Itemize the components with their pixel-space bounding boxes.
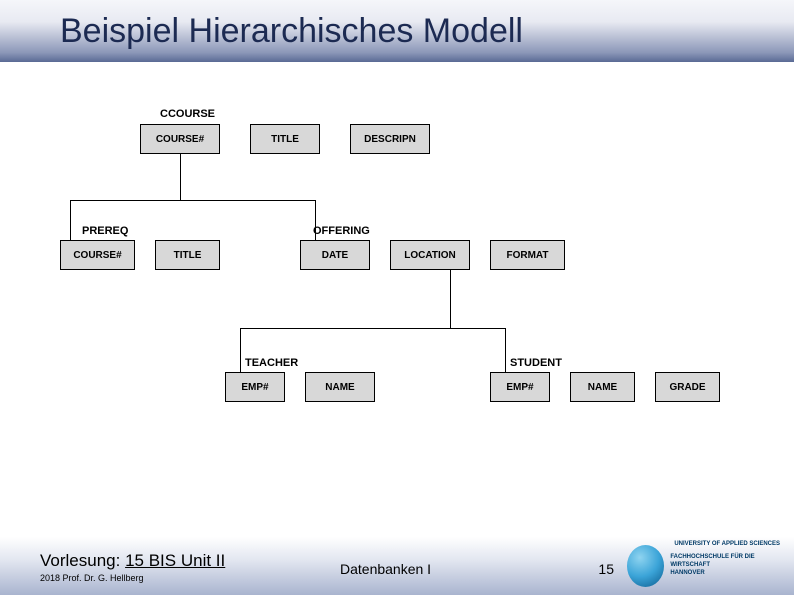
connector-line bbox=[505, 328, 506, 372]
connector-line bbox=[240, 328, 505, 329]
slide-title: Beispiel Hierarchisches Modell bbox=[60, 12, 523, 51]
footer-left: Vorlesung: 15 BIS Unit II 2018 Prof. Dr.… bbox=[40, 551, 225, 583]
connector-line bbox=[240, 328, 241, 372]
connector-line bbox=[70, 200, 315, 201]
field-teacher-1: NAME bbox=[305, 372, 375, 402]
field-student-2: GRADE bbox=[655, 372, 720, 402]
field-ccourse-0: COURSE# bbox=[140, 124, 220, 154]
logo-line2: HANNOVER bbox=[670, 570, 782, 578]
field-offering-0: DATE bbox=[300, 240, 370, 270]
logo-text: FACHHOCHSCHULE FÜR DIE WIRTSCHAFT HANNOV… bbox=[670, 554, 782, 577]
field-offering-2: FORMAT bbox=[490, 240, 565, 270]
connector-line bbox=[450, 270, 451, 328]
footer-center: Datenbanken I bbox=[340, 561, 431, 577]
entity-label-teacher: TEACHER bbox=[245, 357, 298, 369]
globe-icon bbox=[627, 545, 664, 587]
professor-line: 2018 Prof. Dr. G. Hellberg bbox=[40, 573, 225, 583]
vorlesung-course: 15 BIS Unit II bbox=[125, 551, 225, 570]
entity-label-student: STUDENT bbox=[510, 357, 562, 369]
field-ccourse-2: DESCRIPN bbox=[350, 124, 430, 154]
page-number: 15 bbox=[598, 561, 614, 577]
field-teacher-0: EMP# bbox=[225, 372, 285, 402]
fhdw-logo: UNIVERSITY OF APPLIED SCIENCES FACHHOCHS… bbox=[627, 543, 782, 589]
field-ccourse-1: TITLE bbox=[250, 124, 320, 154]
logo-line1: FACHHOCHSCHULE FÜR DIE WIRTSCHAFT bbox=[670, 554, 782, 570]
field-student-1: NAME bbox=[570, 372, 635, 402]
logo-top-text: UNIVERSITY OF APPLIED SCIENCES bbox=[674, 541, 780, 547]
field-prereq-0: COURSE# bbox=[60, 240, 135, 270]
entity-label-ccourse: CCOURSE bbox=[160, 108, 215, 120]
connector-line bbox=[180, 154, 181, 200]
entity-label-prereq: PREREQ bbox=[82, 225, 128, 237]
footer: Vorlesung: 15 BIS Unit II 2018 Prof. Dr.… bbox=[0, 537, 794, 595]
field-offering-1: LOCATION bbox=[390, 240, 470, 270]
vorlesung-label: Vorlesung: bbox=[40, 551, 120, 570]
hierarchical-diagram: CCOURSE COURSE# TITLE DESCRIPN PREREQ COURSE#… bbox=[0, 80, 794, 520]
field-prereq-1: TITLE bbox=[155, 240, 220, 270]
field-student-0: EMP# bbox=[490, 372, 550, 402]
entity-label-offering: OFFERING bbox=[313, 225, 370, 237]
connector-line bbox=[70, 200, 71, 240]
lecture-line: Vorlesung: 15 BIS Unit II bbox=[40, 551, 225, 571]
title-bar: Beispiel Hierarchisches Modell bbox=[0, 0, 794, 62]
